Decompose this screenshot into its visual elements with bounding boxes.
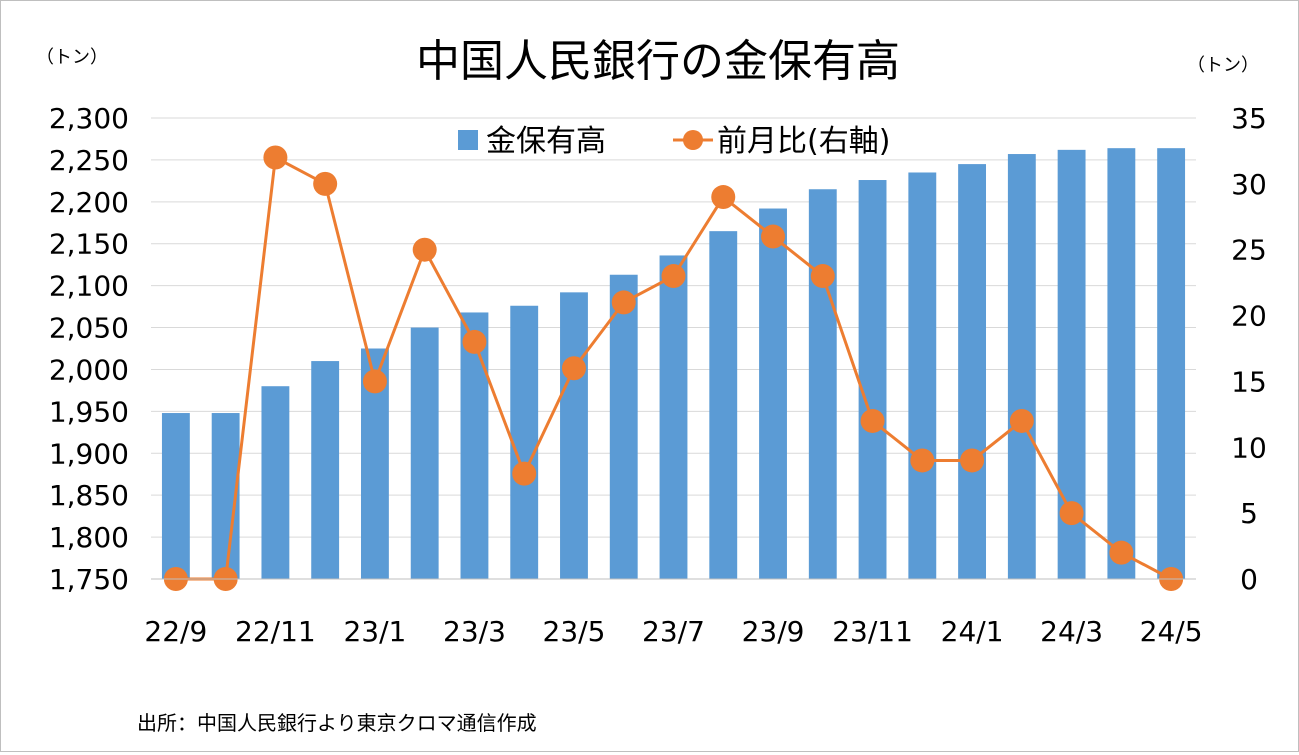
x-tick-label: 23/11	[832, 615, 913, 648]
bar-23/12	[908, 172, 937, 579]
point-23/8	[711, 185, 736, 210]
point-23/12	[910, 448, 935, 473]
right-tick-label: 5	[1240, 497, 1258, 530]
legend-swatch-bar	[458, 130, 478, 150]
line-series	[163, 145, 1184, 591]
right-tick-label: 35	[1231, 102, 1267, 135]
point-23/11	[860, 408, 885, 433]
source-note: 出所：中国人民銀行より東京クロマ通信作成	[137, 711, 537, 735]
point-23/2	[412, 237, 437, 262]
legend-swatch-marker	[683, 130, 703, 150]
point-23/1	[362, 369, 387, 394]
point-24/2	[1009, 408, 1034, 433]
point-23/6	[611, 290, 636, 315]
left-tick-label: 1,800	[49, 521, 129, 554]
point-24/4	[1109, 540, 1134, 565]
x-tick-label: 24/3	[1040, 615, 1103, 648]
legend: 金保有高 前月比(右軸)	[458, 124, 890, 159]
bar-23/3	[460, 312, 489, 579]
bar-23/5	[560, 292, 588, 579]
point-24/3	[1059, 501, 1084, 526]
bar-23/6	[609, 274, 638, 579]
left-tick-label: 2,100	[49, 270, 129, 303]
point-23/5	[561, 356, 586, 381]
chart-title: 中国人民銀行の金保有高	[416, 36, 900, 87]
right-tick-label: 30	[1231, 168, 1267, 201]
bar-23/2	[410, 327, 439, 579]
point-24/1	[960, 448, 985, 473]
bar-23/9	[759, 208, 787, 580]
right-tick-label: 25	[1231, 234, 1267, 267]
bar-23/11	[858, 180, 887, 579]
bar-24/4	[1107, 148, 1136, 579]
left-tick-label: 1,850	[49, 479, 129, 512]
right-tick-label: 15	[1231, 365, 1267, 398]
x-tick-label: 23/7	[642, 615, 705, 648]
bar-series	[161, 148, 1186, 580]
x-tick-label: 23/5	[543, 615, 606, 648]
x-tick-label: 23/3	[443, 615, 506, 648]
point-22/12	[313, 171, 338, 196]
x-tick-label: 23/9	[742, 615, 805, 648]
bar-23/7	[659, 255, 688, 579]
x-tick-label: 23/1	[343, 615, 406, 648]
bar-23/4	[510, 305, 539, 579]
bar-24/2	[1007, 154, 1036, 580]
bar-23/10	[808, 189, 837, 579]
left-tick-label: 2,250	[49, 144, 129, 177]
legend-label-gold-holdings: 金保有高	[486, 124, 606, 159]
axes: 1,750 1,800 1,850 1,900 1,950 2,000 2,050 2,100…	[49, 102, 1267, 648]
right-tick-label: 0	[1240, 563, 1258, 596]
bar-24/1	[958, 164, 987, 579]
point-23/4	[512, 461, 537, 486]
bar-22/12	[311, 361, 340, 579]
right-axis-unit: （トン）	[1187, 55, 1259, 76]
point-23/7	[661, 264, 686, 289]
point-23/9	[761, 224, 786, 249]
left-axis-unit: （トン）	[36, 47, 108, 68]
bar-24/5	[1157, 148, 1186, 579]
left-tick-label: 2,000	[49, 353, 129, 386]
right-tick-label: 10	[1231, 431, 1267, 464]
bar-23/8	[709, 231, 738, 579]
left-tick-label: 2,300	[49, 102, 129, 135]
x-tick-label: 24/5	[1140, 615, 1203, 648]
right-tick-label: 20	[1231, 300, 1267, 333]
left-tick-label: 2,150	[49, 228, 129, 261]
point-23/10	[810, 264, 835, 289]
legend-label-mom-change: 前月比(右軸)	[717, 124, 890, 159]
left-tick-label: 1,900	[49, 437, 129, 470]
x-tick-label: 22/9	[144, 615, 207, 648]
left-tick-label: 1,750	[49, 563, 129, 596]
left-tick-label: 1,950	[49, 395, 129, 428]
bar-22/9	[161, 413, 190, 579]
x-tick-label: 22/11	[235, 615, 316, 648]
bar-22/11	[261, 386, 290, 579]
point-22/11	[263, 145, 288, 170]
x-tick-label: 24/1	[941, 615, 1004, 648]
point-23/3	[462, 329, 487, 354]
left-tick-label: 2,050	[49, 312, 129, 345]
left-tick-label: 2,200	[49, 186, 129, 219]
